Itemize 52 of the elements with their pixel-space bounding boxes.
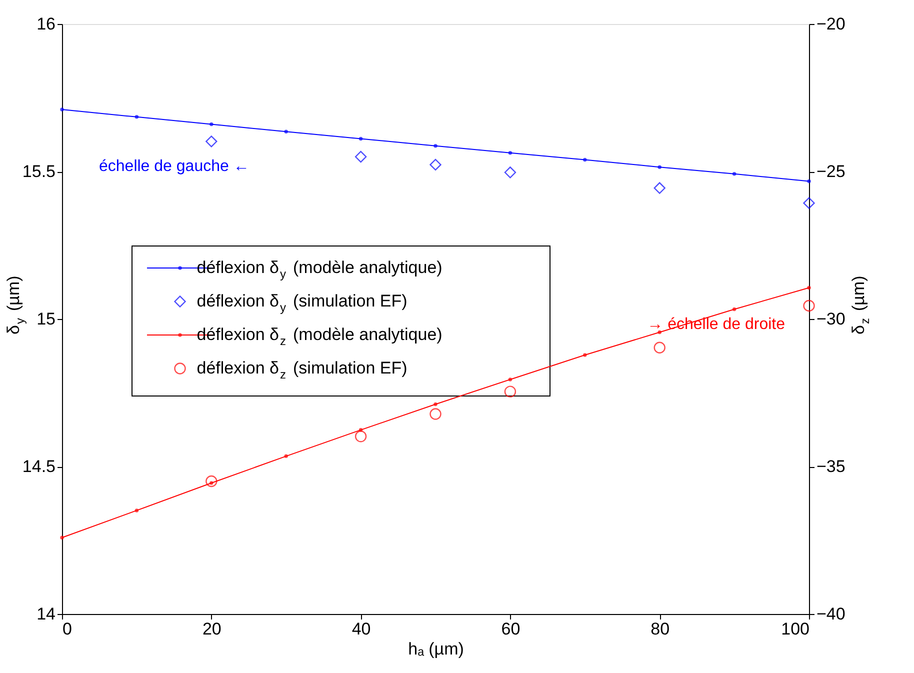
- x-tick-label: 40: [352, 620, 371, 638]
- point: [134, 508, 139, 512]
- x-tick-label: 20: [202, 620, 222, 638]
- y-tick-label: 15: [36, 310, 56, 328]
- point: [358, 136, 363, 141]
- point: [732, 172, 736, 176]
- point: [206, 475, 218, 488]
- point: [803, 197, 815, 209]
- x-tick-label: 60: [501, 620, 520, 638]
- point: [807, 286, 811, 290]
- y2-tick-label: −40: [816, 604, 846, 624]
- x-tick-label: 100: [781, 620, 810, 638]
- y2-axis-title: δz (µm): [849, 276, 872, 334]
- point: [654, 182, 666, 194]
- x-tick-label: 80: [650, 620, 670, 638]
- y2-tick-label: −30: [816, 310, 846, 328]
- point: [210, 122, 214, 126]
- point: [430, 158, 442, 171]
- point: [583, 158, 587, 162]
- x-axis-title: hₐ (µm): [408, 640, 464, 658]
- point: [434, 402, 438, 406]
- annotation: échelle de gauche ←: [99, 158, 250, 175]
- point: [354, 150, 367, 163]
- point: [284, 130, 288, 134]
- x-tick-label: 0: [62, 620, 72, 638]
- point: [508, 378, 512, 382]
- y-tick-label: 14: [36, 604, 56, 624]
- point: [60, 536, 64, 540]
- point: [134, 115, 139, 119]
- point: [508, 151, 512, 155]
- point: [60, 108, 64, 112]
- point: [807, 179, 811, 184]
- y-tick-label: 15.5: [22, 162, 56, 181]
- y-tick-label: 14.5: [22, 457, 56, 476]
- y2-tick-label: −35: [816, 457, 846, 476]
- point: [206, 136, 218, 148]
- y2-tick-label: −20: [816, 14, 846, 34]
- point: [504, 386, 516, 398]
- point: [583, 353, 587, 357]
- y2-tick-label: −25: [816, 162, 846, 181]
- y-axis-title: δy (µm): [4, 276, 27, 334]
- point: [732, 307, 736, 312]
- y-tick-label: 16: [36, 14, 56, 34]
- point: [504, 166, 516, 178]
- point: [654, 342, 666, 354]
- point: [803, 300, 815, 312]
- point: [658, 165, 662, 169]
- point: [434, 144, 438, 148]
- point: [658, 330, 662, 334]
- point: [284, 454, 288, 458]
- point: [354, 430, 367, 442]
- point: [430, 408, 442, 420]
